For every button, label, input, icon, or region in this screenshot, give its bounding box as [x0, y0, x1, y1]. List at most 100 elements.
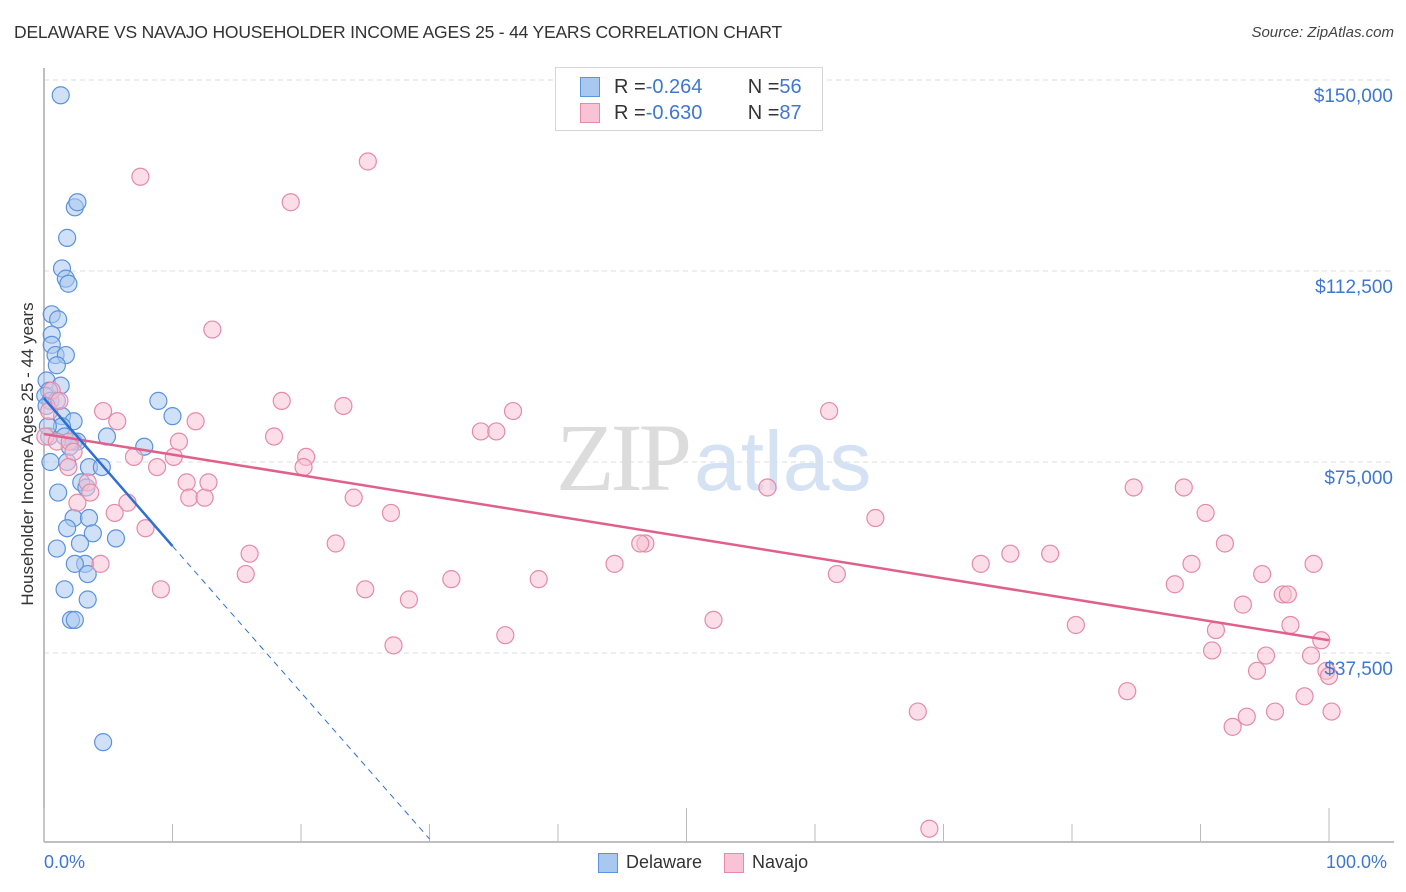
data-point	[83, 524, 102, 543]
correlation-legend: R = -0.264 N = 56 R = -0.630 N = 87	[555, 67, 823, 131]
y-tick-37500: $37,500	[1324, 659, 1393, 680]
data-point	[199, 473, 218, 492]
legend-row-navajo: R = -0.630 N = 87	[580, 101, 802, 125]
data-point	[1124, 478, 1143, 497]
data-point	[47, 356, 66, 375]
data-point	[78, 590, 97, 609]
data-point	[68, 493, 87, 512]
data-point	[94, 733, 113, 752]
data-point	[81, 483, 100, 502]
data-point	[294, 457, 313, 477]
data-point	[1237, 707, 1256, 726]
data-point	[147, 457, 167, 477]
data-point	[78, 564, 97, 584]
data-point	[50, 391, 69, 410]
data-point	[272, 391, 291, 410]
data-point	[1304, 554, 1323, 573]
r-value: -0.264	[645, 75, 703, 98]
data-point	[169, 432, 189, 451]
data-point	[1202, 641, 1222, 660]
data-point	[326, 534, 345, 553]
x-tick-0: 0.0%	[44, 852, 86, 872]
data-point	[131, 167, 150, 186]
data-point	[105, 503, 124, 523]
data-point	[1066, 615, 1085, 635]
data-point	[236, 564, 255, 584]
data-point	[1256, 646, 1276, 665]
n-value: 56	[779, 75, 802, 98]
data-point	[1281, 615, 1300, 635]
data-point	[529, 570, 548, 589]
n-value: 87	[779, 101, 802, 124]
legend-item-navajo[interactable]: Navajo	[724, 852, 808, 873]
data-point	[334, 396, 353, 416]
data-point	[358, 152, 377, 171]
data-point	[866, 508, 885, 528]
delaware-swatch-icon	[598, 852, 618, 873]
data-point	[49, 483, 68, 502]
data-point	[344, 488, 363, 507]
data-point	[79, 508, 99, 528]
data-point	[1174, 478, 1193, 497]
data-point	[94, 401, 113, 421]
data-point	[631, 534, 650, 553]
data-point	[1319, 666, 1339, 686]
data-point	[163, 407, 182, 426]
delaware-swatch-icon	[580, 77, 600, 97]
data-point	[65, 554, 84, 573]
data-point	[1223, 717, 1242, 736]
data-point	[471, 422, 490, 441]
data-point	[920, 819, 939, 838]
data-point	[758, 478, 777, 497]
data-point	[58, 228, 77, 247]
data-point	[399, 590, 419, 609]
x-tick-100: 100.0%	[1326, 852, 1388, 872]
legend-item-delaware[interactable]: Delaware	[598, 852, 702, 873]
data-point	[820, 401, 839, 421]
data-point	[177, 473, 196, 492]
data-point	[503, 401, 523, 421]
data-point	[1295, 687, 1314, 706]
watermark-atlas: atlas	[694, 414, 872, 508]
data-point	[108, 412, 127, 431]
data-point	[70, 534, 90, 553]
n-label: N =	[747, 75, 780, 98]
data-point	[1322, 702, 1341, 721]
data-point	[281, 193, 300, 212]
data-point	[41, 452, 60, 472]
data-point	[49, 310, 68, 329]
data-point	[827, 564, 846, 584]
data-point	[136, 519, 155, 538]
navajo-points	[36, 152, 1341, 838]
data-point	[1233, 595, 1253, 614]
data-point	[381, 503, 401, 523]
data-point	[1041, 544, 1060, 563]
data-point	[91, 554, 110, 573]
data-point	[68, 193, 87, 212]
data-point	[971, 554, 990, 573]
data-point	[496, 626, 515, 645]
data-point	[1278, 585, 1297, 604]
data-point	[1301, 646, 1321, 665]
trendlines	[43, 397, 1330, 840]
data-point	[1215, 534, 1235, 553]
data-point	[1165, 575, 1184, 594]
data-point	[356, 580, 375, 599]
r-label: R =	[614, 101, 646, 124]
data-point	[704, 610, 723, 629]
data-point	[149, 391, 168, 410]
legend-label-navajo: Navajo	[752, 852, 809, 872]
data-point	[264, 427, 284, 446]
navajo-swatch-icon	[724, 852, 745, 873]
data-point	[908, 702, 927, 721]
legend-label-delaware: Delaware	[626, 852, 703, 872]
data-point	[59, 274, 78, 293]
y-tick-112500: $112,500	[1315, 277, 1393, 298]
data-point	[195, 488, 214, 507]
axes	[43, 68, 1394, 843]
source-label: Source: ZipAtlas.com	[1251, 24, 1394, 41]
data-point	[124, 447, 144, 467]
watermark: ZIPatlas	[556, 410, 871, 506]
r-value: -0.630	[645, 101, 703, 124]
